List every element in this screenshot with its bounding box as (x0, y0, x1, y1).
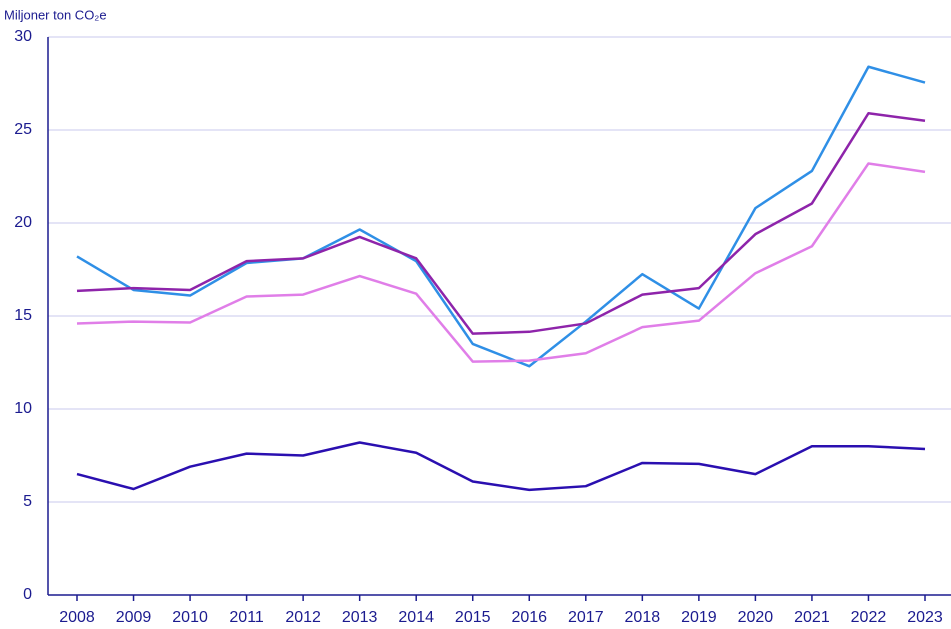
x-tick-label: 2016 (511, 609, 547, 626)
x-tick-label: 2008 (59, 609, 95, 626)
y-tick-label: 15 (14, 307, 32, 324)
x-tick-label: 2009 (116, 609, 152, 626)
x-tick-label: 2020 (738, 609, 774, 626)
x-tick-label: 2015 (455, 609, 491, 626)
x-tick-label: 2017 (568, 609, 604, 626)
x-tick-label: 2014 (398, 609, 434, 626)
x-tick-label: 2010 (172, 609, 208, 626)
series-line (76, 65, 926, 368)
x-tick-label: 2011 (229, 609, 264, 626)
x-tick-label: 2012 (285, 609, 321, 626)
y-tick-label: 25 (14, 121, 32, 138)
y-tick-label: 10 (14, 400, 32, 417)
x-tick-label: 2021 (794, 609, 830, 626)
x-tick-label: 2019 (681, 609, 717, 626)
y-tick-label: 0 (23, 586, 32, 603)
series-line (76, 112, 926, 335)
x-tick-label: 2013 (342, 609, 378, 626)
y-tick-label: 30 (14, 28, 32, 45)
x-tick-label: 2023 (907, 609, 943, 626)
series-line (76, 441, 926, 492)
y-tick-label: 5 (23, 493, 32, 510)
series-line (76, 162, 926, 363)
x-tick-label: 2018 (625, 609, 661, 626)
y-axis-label: Miljoner ton CO₂e (4, 7, 107, 22)
y-tick-label: 20 (14, 214, 32, 231)
x-tick-label: 2022 (851, 609, 887, 626)
